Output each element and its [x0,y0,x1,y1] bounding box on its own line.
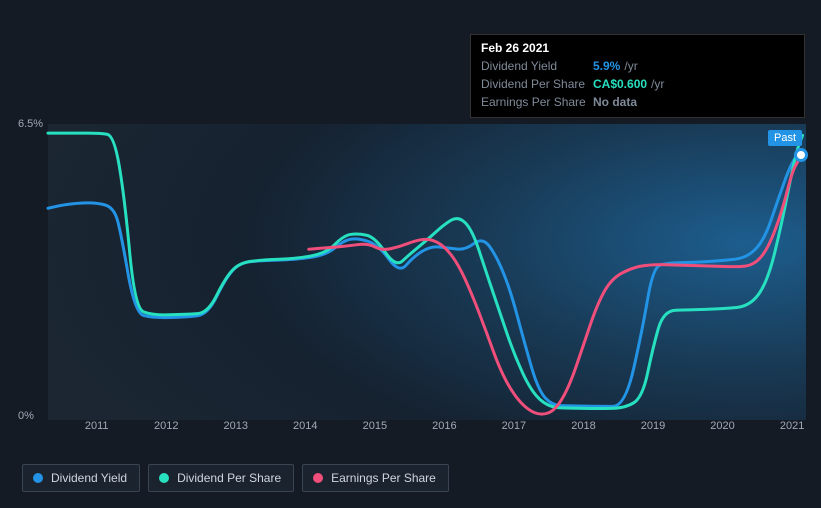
tooltip-date: Feb 26 2021 [481,41,794,55]
y-tick-max: 6.5% [18,118,43,130]
series-line [48,151,803,406]
legend-dot-icon [33,473,43,483]
current-point-marker [794,148,808,162]
legend-item-dividend-per-share[interactable]: Dividend Per Share [148,464,294,492]
chart-container: 6.5% 0% Past [18,108,808,438]
chart-svg [48,124,806,420]
tooltip-unit: /yr [624,57,637,75]
x-tick: 2016 [432,420,456,432]
tooltip-value: No data [593,93,637,111]
tooltip-label: Dividend Yield [481,57,593,75]
tooltip-row: Earnings Per Share No data [481,93,794,111]
x-tick: 2015 [363,420,387,432]
tooltip-row: Dividend Per Share CA$0.600 /yr [481,75,794,93]
x-tick: 2017 [502,420,526,432]
legend-label: Dividend Yield [51,471,127,485]
legend-item-dividend-yield[interactable]: Dividend Yield [22,464,140,492]
x-tick: 2019 [641,420,665,432]
y-tick-min: 0% [18,410,34,422]
x-tick: 2021 [780,420,804,432]
x-tick: 2013 [224,420,248,432]
series-line [309,160,799,415]
legend-label: Dividend Per Share [177,471,281,485]
legend-item-earnings-per-share[interactable]: Earnings Per Share [302,464,449,492]
tooltip-value: 5.9% [593,57,620,75]
tooltip-row: Dividend Yield 5.9% /yr [481,57,794,75]
legend-dot-icon [313,473,323,483]
chart-tooltip: Feb 26 2021 Dividend Yield 5.9% /yr Divi… [470,34,805,118]
x-tick: 2018 [571,420,595,432]
past-flag: Past [768,130,802,146]
x-tick: 2012 [154,420,178,432]
x-tick: 2014 [293,420,317,432]
tooltip-label: Earnings Per Share [481,93,593,111]
tooltip-unit: /yr [651,75,664,93]
plot-area[interactable]: Past [48,124,806,420]
series-line [48,133,803,408]
legend-dot-icon [159,473,169,483]
x-axis: 2011 2012 2013 2014 2015 2016 2017 2018 2019 2020… [48,420,806,440]
x-tick: 2020 [710,420,734,432]
tooltip-label: Dividend Per Share [481,75,593,93]
legend: Dividend Yield Dividend Per Share Earnin… [22,464,449,492]
x-tick: 2011 [85,420,109,432]
legend-label: Earnings Per Share [331,471,436,485]
tooltip-value: CA$0.600 [593,75,647,93]
